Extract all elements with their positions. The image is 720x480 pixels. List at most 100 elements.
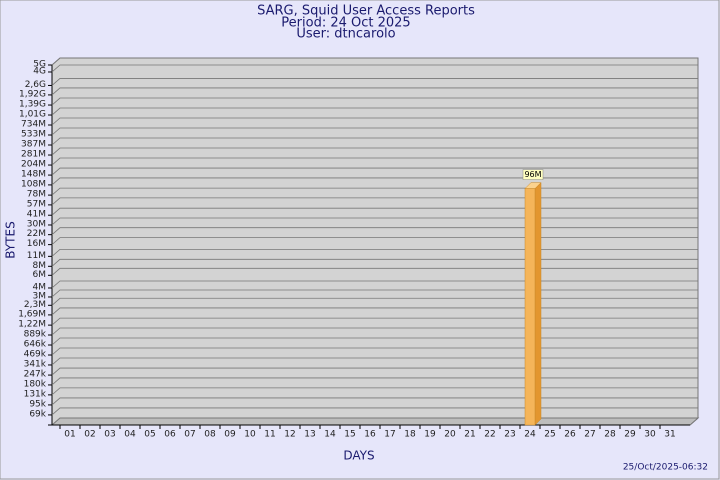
- x-tick-label: 13: [304, 430, 315, 440]
- y-tick-label: 57M: [27, 199, 46, 209]
- x-tick-label: 28: [604, 430, 616, 440]
- y-tick-label: 387M: [21, 140, 46, 150]
- y-tick-label: 341k: [24, 359, 47, 369]
- x-tick-label: 30: [644, 430, 656, 440]
- y-tick-label: 30M: [27, 219, 46, 229]
- x-tick-label: 29: [624, 430, 636, 440]
- y-tick-label: 247k: [24, 370, 47, 380]
- x-tick-label: 02: [84, 430, 95, 440]
- y-tick-label: 1,22M: [18, 320, 46, 330]
- x-tick-label: 16: [364, 430, 376, 440]
- y-tick-label: 131k: [24, 389, 47, 399]
- x-tick-label: 26: [564, 430, 576, 440]
- plot-background: [51, 57, 699, 426]
- chart-subtitle: Period: 24 Oct 2025: [281, 16, 410, 31]
- y-tick-label: 78M: [27, 190, 46, 200]
- x-tick-label: 23: [504, 430, 515, 440]
- x-tick-label: 15: [344, 430, 355, 440]
- y-tick-label: 69k: [29, 409, 46, 419]
- plot-floor: [50, 417, 700, 426]
- grid-line: [51, 407, 698, 416]
- bar-side: [534, 181, 542, 426]
- y-tick-label: 4G: [33, 66, 46, 76]
- x-tick-label: 31: [664, 430, 675, 440]
- x-tick-label: 17: [384, 430, 395, 440]
- grid-line: [51, 107, 698, 116]
- grid-line: [51, 227, 698, 235]
- y-tick-label: 180k: [24, 379, 47, 389]
- footer-date: 25/Oct/2025-06:32: [623, 463, 708, 473]
- value-label-box: [522, 169, 544, 180]
- x-tick-label: 04: [124, 430, 136, 440]
- grid-line: [51, 157, 698, 166]
- grid-line: [51, 177, 698, 186]
- grid-line: [51, 267, 698, 276]
- grid-line: [51, 357, 698, 366]
- y-tick-label: 2,6G: [25, 80, 46, 90]
- grid-line: [51, 197, 698, 206]
- y-tick-label: 204M: [21, 160, 46, 170]
- grid-line: [51, 137, 698, 146]
- grid-line: [51, 127, 698, 136]
- y-tick-label: 41M: [27, 210, 46, 220]
- x-tick-label: 11: [264, 430, 275, 440]
- y-tick-label: 8M: [33, 261, 47, 271]
- y-tick-label: 1,69M: [18, 309, 46, 319]
- grid-line: [51, 78, 698, 86]
- grid-line: [51, 327, 698, 336]
- bar-group: 96M: [522, 169, 544, 426]
- y-tick-label: 533M: [21, 130, 46, 140]
- grid-line: [51, 387, 698, 396]
- x-tick-label: 09: [224, 430, 236, 440]
- x-axis-label: DAYS: [343, 449, 374, 463]
- y-tick-label: 889k: [24, 330, 47, 340]
- x-tick-label: 10: [244, 430, 256, 440]
- y-tick-label: 148M: [21, 170, 46, 180]
- y-tick-label: 16M: [27, 239, 46, 249]
- y-tick-label: 734M: [21, 119, 46, 129]
- x-tick-label: 14: [324, 430, 336, 440]
- grid-line: [51, 248, 698, 257]
- plot-area: [48, 57, 700, 426]
- y-tick-label: 4M: [33, 282, 47, 292]
- y-tick-label: 6M: [33, 270, 47, 280]
- x-tick-label: 27: [584, 430, 595, 440]
- x-tick-label: 01: [64, 430, 75, 440]
- x-tick-label: 24: [524, 430, 536, 440]
- y-axis-label: BYTES: [4, 221, 18, 258]
- y-tick-label: 3M: [33, 291, 47, 301]
- grid-line: [51, 167, 698, 176]
- grid-line: [51, 117, 698, 126]
- grid-line: [51, 147, 698, 156]
- grid-line: [51, 64, 698, 73]
- x-tick-label: 08: [204, 430, 216, 440]
- grid-line: [51, 217, 698, 226]
- x-tick-label: 06: [164, 430, 176, 440]
- y-tick-label: 22M: [27, 229, 46, 239]
- grid-line: [51, 258, 698, 267]
- value-label: 96M: [524, 170, 541, 179]
- grid-line: [51, 207, 698, 216]
- y-tick-label: 281M: [21, 150, 46, 160]
- y-tick-label: 95k: [29, 399, 46, 409]
- y-tick-label: 1,01G: [19, 110, 46, 120]
- grid-line: [51, 289, 698, 298]
- grid-line: [51, 307, 698, 316]
- x-tick-label: 22: [484, 430, 495, 440]
- grid-line: [51, 337, 698, 346]
- x-tick-label: 20: [444, 430, 456, 440]
- grid-line: [51, 297, 698, 306]
- y-tick-label: 1,39G: [19, 100, 46, 110]
- y-tick-label: 646k: [24, 339, 47, 349]
- x-tick-label: 03: [104, 430, 115, 440]
- grid-line: [51, 87, 698, 96]
- x-tick-label: 21: [464, 430, 475, 440]
- y-tick-label: 1,92G: [19, 89, 46, 99]
- y-tick-label: 108M: [21, 179, 46, 189]
- grid-line: [51, 397, 698, 406]
- x-tick-label: 19: [424, 430, 436, 440]
- grid-line: [51, 317, 698, 326]
- grid-line: [51, 367, 698, 376]
- grid-line: [51, 280, 698, 289]
